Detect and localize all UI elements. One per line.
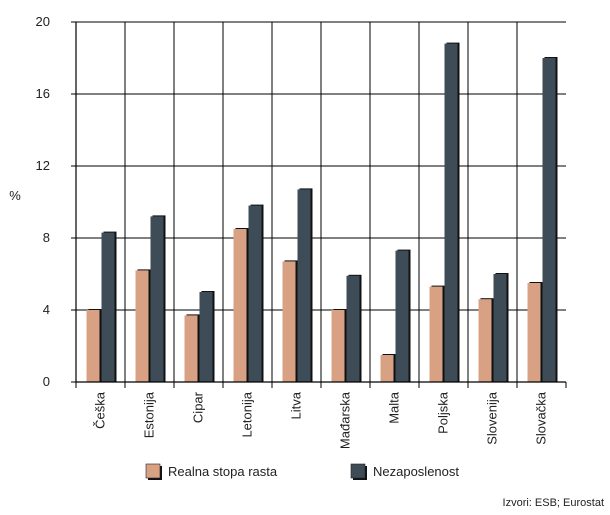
bar-nezaposlenost [101, 232, 115, 382]
x-tick-label: Poljska [436, 391, 451, 434]
legend-label: Realna stopa rasta [168, 464, 278, 479]
x-tick-label: Estonija [142, 391, 157, 438]
bar-realna-stopa-rasta [86, 310, 100, 382]
x-tick-label: Letonija [240, 391, 255, 437]
bar-nezaposlenost [493, 274, 507, 382]
bar-nezaposlenost [199, 292, 213, 382]
axes [71, 21, 567, 388]
tick-labels: 0 4 8 12 16 20 Češka Estonija Cipar Letonija Litva… [36, 14, 549, 449]
bar-nezaposlenost [150, 216, 164, 382]
y-tick-label: 20 [36, 14, 50, 29]
x-tick-label: Litva [289, 391, 304, 419]
bar-nezaposlenost [444, 43, 458, 382]
x-tick-label: Malta [387, 391, 402, 424]
source-note: Izvori: ESB; Eurostat [503, 497, 604, 509]
bar-nezaposlenost [395, 250, 409, 382]
bar-realna-stopa-rasta [478, 299, 492, 382]
bar-realna-stopa-rasta [282, 261, 296, 382]
bar-nezaposlenost [297, 189, 311, 382]
y-tick-label: 4 [43, 302, 50, 317]
bar-realna-stopa-rasta [527, 283, 541, 382]
bars [86, 42, 558, 382]
bar-realna-stopa-rasta [429, 286, 443, 382]
bar-realna-stopa-rasta [331, 310, 345, 382]
x-tick-label: Mađarska [338, 391, 353, 449]
legend-swatch [350, 463, 366, 479]
y-tick-label: 16 [36, 86, 50, 101]
bar-realna-stopa-rasta [233, 229, 247, 382]
bar-nezaposlenost [346, 275, 360, 382]
y-axis-label: % [9, 188, 21, 203]
bar-realna-stopa-rasta [184, 315, 198, 382]
grid [76, 21, 566, 382]
x-tick-label: Slovačka [534, 391, 549, 445]
y-tick-label: 0 [43, 374, 50, 389]
x-tick-label: Cipar [191, 391, 206, 423]
x-tick-label: Češka [93, 391, 108, 429]
x-tick-label: Slovenija [485, 391, 500, 445]
bar-realna-stopa-rasta [135, 270, 149, 382]
bar-nezaposlenost [248, 205, 262, 382]
legend-label: Nezaposlenost [373, 464, 459, 479]
bar-realna-stopa-rasta [380, 355, 394, 382]
y-tick-label: 8 [43, 230, 50, 245]
y-tick-label: 12 [36, 158, 50, 173]
legend: Realna stopa rasta Nezaposlenost [145, 463, 459, 480]
legend-swatch [145, 463, 161, 479]
bar-nezaposlenost [542, 58, 556, 382]
